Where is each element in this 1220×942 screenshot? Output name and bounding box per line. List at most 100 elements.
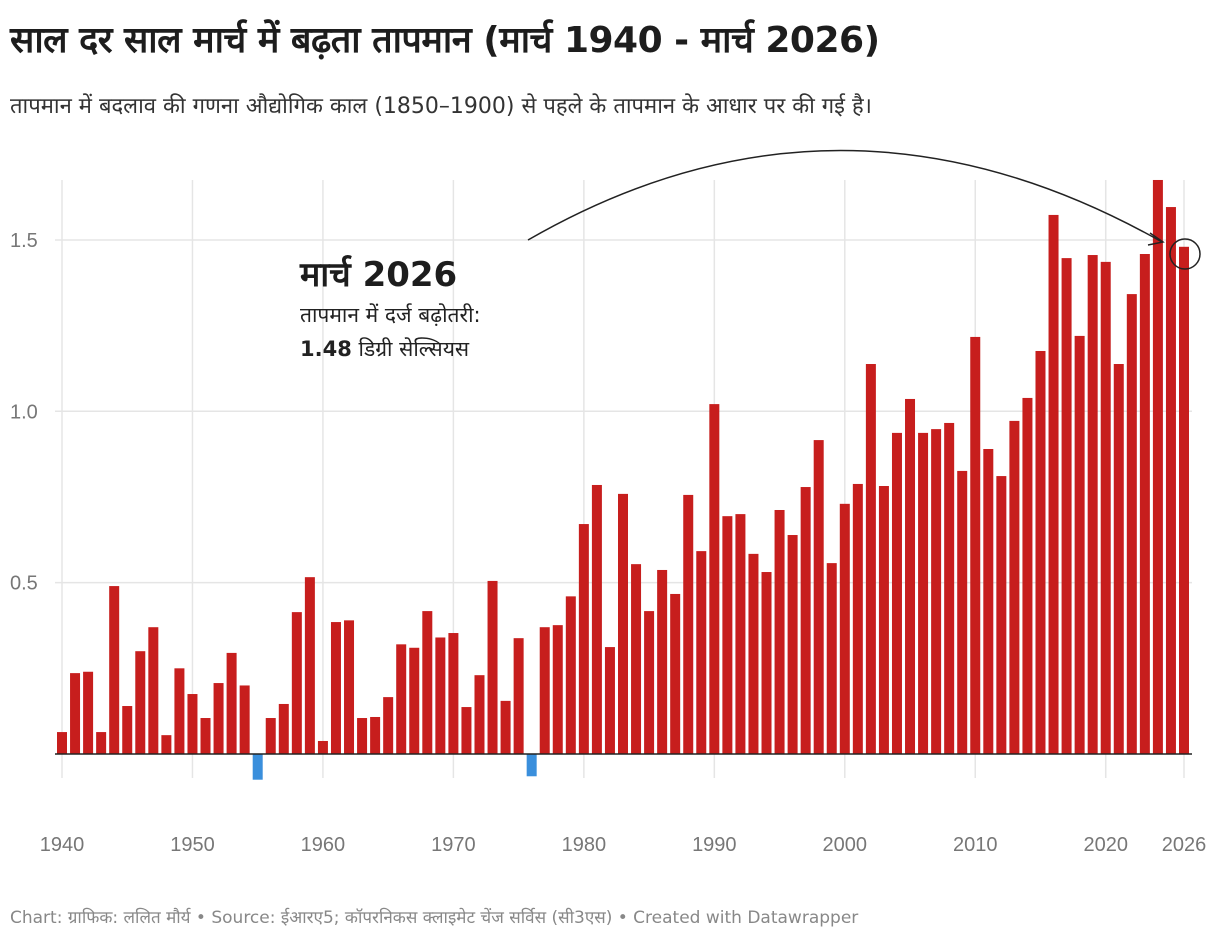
bar-1990 (709, 404, 720, 754)
bar-1996 (787, 535, 798, 754)
y-tick-label: 0.5 (10, 573, 38, 595)
bar-1978 (552, 625, 563, 754)
bar-1992 (735, 514, 746, 754)
bar-1941 (70, 673, 81, 754)
bar-1976 (526, 754, 537, 777)
bar-1973 (487, 580, 498, 754)
x-tick-label: 1950 (170, 834, 215, 856)
bar-1965 (383, 697, 394, 754)
bar-2020 (1100, 261, 1111, 754)
bar-1974 (500, 700, 511, 754)
annotation-arrow (527, 149, 1163, 243)
bar-1985 (644, 611, 655, 754)
bar-1960 (317, 740, 328, 754)
bar-1984 (631, 564, 642, 754)
bar-1999 (826, 563, 837, 754)
bar-1954 (239, 685, 250, 754)
bar-1959 (304, 577, 315, 754)
annotation-unit: डिग्री सेल्सियस (359, 337, 470, 361)
bars (57, 179, 1189, 780)
bar-1942 (83, 671, 94, 754)
bar-1962 (344, 620, 355, 754)
annotation-line1: तापमान में दर्ज बढ़ोतरी: (300, 303, 481, 327)
bar-1991 (722, 516, 733, 754)
bar-1980 (578, 524, 589, 754)
x-tick-label: 1980 (562, 834, 607, 856)
x-tick-label: 2000 (823, 834, 868, 856)
bar-1946 (135, 651, 146, 754)
annotation: मार्च 2026 तापमान में दर्ज बढ़ोतरी: 1.48… (299, 149, 1201, 361)
x-tick-label: 1990 (692, 834, 737, 856)
bar-2003 (878, 486, 889, 754)
bar-1963 (357, 718, 368, 754)
bar-1955 (252, 754, 263, 780)
x-tick-label: 2020 (1083, 834, 1128, 856)
bar-2004 (891, 432, 902, 754)
bar-1979 (565, 596, 576, 754)
x-tick-label: 1970 (431, 834, 476, 856)
bar-1989 (696, 551, 707, 754)
bar-1958 (291, 612, 302, 754)
bar-1950 (187, 694, 198, 754)
bar-1957 (278, 703, 289, 754)
bar-2016 (1048, 214, 1059, 754)
bar-2021 (1113, 364, 1124, 754)
bar-1998 (813, 440, 824, 754)
bar-1983 (618, 493, 628, 754)
bar-1995 (774, 509, 785, 754)
x-tick-label: 1940 (40, 834, 85, 856)
bar-1997 (800, 487, 811, 754)
highlight-circle (1169, 238, 1201, 270)
bar-2026 (1179, 246, 1189, 754)
bar-1994 (761, 572, 772, 754)
bar-1981 (591, 484, 602, 754)
bar-2014 (1022, 397, 1033, 754)
bar-1956 (265, 718, 276, 754)
bar-1982 (604, 647, 615, 754)
bar-1952 (213, 683, 224, 754)
chart-title: साल दर साल मार्च में बढ़ता तापमान (मार्च… (10, 20, 880, 61)
bar-2010 (970, 336, 981, 754)
bar-2006 (918, 432, 929, 754)
bar-2023 (1139, 254, 1150, 754)
bar-1969 (435, 637, 446, 754)
bar-2011 (983, 448, 994, 754)
bar-1943 (96, 732, 107, 754)
chart-footer: Chart: ग्राफिक: ललित मौर्य • Source: ईआर… (10, 908, 859, 928)
bar-1966 (396, 644, 407, 754)
x-tick-label: 2026 (1162, 834, 1207, 856)
bar-1940 (57, 732, 67, 754)
bar-1968 (422, 611, 433, 754)
bar-1970 (448, 633, 459, 754)
chart-subtitle: तापमान में बदलाव की गणना औद्योगिक काल (1… (10, 94, 872, 119)
bar-2002 (865, 364, 876, 754)
bar-1944 (109, 586, 120, 754)
bar-1967 (409, 647, 420, 754)
bar-2013 (1009, 420, 1020, 754)
bar-1945 (122, 706, 133, 754)
bar-1975 (513, 638, 524, 754)
bar-2001 (852, 483, 863, 754)
x-tick-label: 1960 (301, 834, 346, 856)
arrowhead-icon (1147, 232, 1165, 246)
bar-1961 (330, 622, 341, 754)
bar-2008 (944, 422, 955, 754)
bar-2019 (1087, 255, 1098, 754)
bar-1949 (174, 668, 185, 754)
bar-1951 (200, 718, 211, 754)
bar-2025 (1165, 207, 1176, 755)
bar-2005 (905, 398, 916, 754)
bar-1971 (461, 707, 472, 754)
bar-1986 (657, 569, 668, 754)
bar-2000 (839, 503, 850, 754)
annotation-value: 1.48 (300, 337, 352, 361)
bar-1948 (161, 735, 172, 754)
annotation-title: मार्च 2026 (299, 254, 457, 295)
bar-2018 (1074, 335, 1085, 754)
bar-2017 (1061, 258, 1072, 754)
y-tick-label: 1.5 (10, 230, 38, 252)
bar-2022 (1126, 294, 1137, 754)
x-tick-label: 2010 (953, 834, 998, 856)
bar-1993 (748, 553, 759, 754)
